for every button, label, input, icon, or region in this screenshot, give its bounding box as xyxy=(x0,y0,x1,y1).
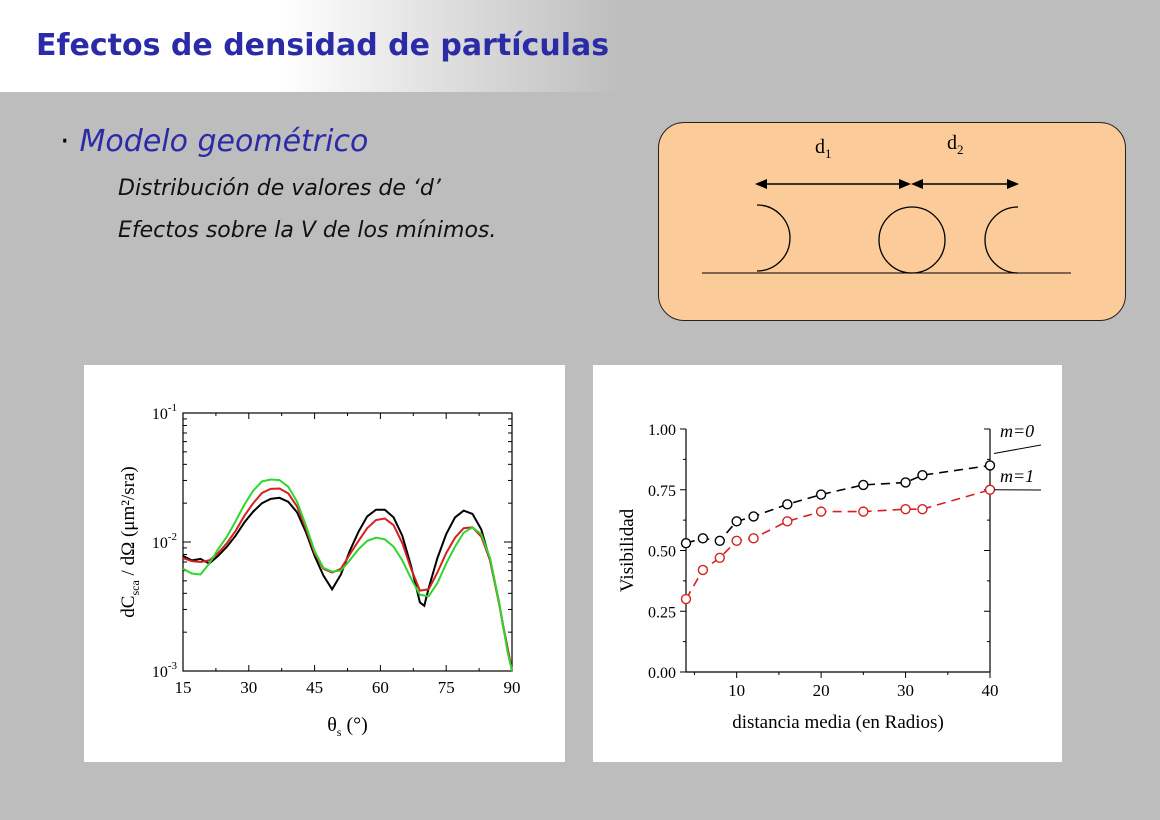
y-tick-label: 10-1 xyxy=(152,402,177,423)
arrowhead-d2-right xyxy=(1007,179,1019,189)
y-tick-label: 0.75 xyxy=(648,483,676,500)
bullet-dot: · xyxy=(60,124,70,159)
data-point-m=0 xyxy=(782,499,793,510)
annotation-arrow-m=0 xyxy=(993,444,1042,454)
bullet-text: Modelo geométrico xyxy=(79,124,369,159)
x-tick-label: 20 xyxy=(813,681,830,700)
series-line-m=0 xyxy=(685,464,991,544)
data-point-m=1 xyxy=(815,506,827,517)
data-point-m=1 xyxy=(858,506,869,517)
y-tick-label: 10-3 xyxy=(152,660,178,681)
y-axis-label: dCsca / dΩ (μm²/sra) xyxy=(118,466,142,617)
y-axis-label: Visibilidad xyxy=(617,508,638,592)
series-annotation-m=0: m=0 xyxy=(1000,421,1034,441)
data-point-m=0 xyxy=(917,469,928,481)
data-point-m=1 xyxy=(917,503,928,515)
data-point-m=0 xyxy=(858,479,869,491)
subline-effects: Efectos sobre la V de los mínimos. xyxy=(118,218,497,243)
y-tick-label: 0.25 xyxy=(648,604,676,621)
x-tick-label: 60 xyxy=(372,678,389,697)
arrowhead-d1-right xyxy=(899,179,911,189)
data-point-m=1 xyxy=(714,552,725,563)
series-line-m=1 xyxy=(685,489,991,600)
data-point-m=1 xyxy=(680,593,692,605)
y-tick-label: 1.00 xyxy=(648,422,676,439)
bullet-heading: · Modelo geométrico xyxy=(60,124,368,159)
chart-visibility: 10 20 30 40 0.00 0.25 0.50 0.75 1.00 m=0 m=1 distan… xyxy=(617,421,1042,733)
data-point-m=0 xyxy=(748,511,759,522)
series-line-0 xyxy=(182,496,513,672)
data-point-m=1 xyxy=(782,516,793,527)
half-particle-left xyxy=(756,204,791,272)
x-tick-label: 40 xyxy=(982,681,999,700)
y-tick-label: 0.50 xyxy=(648,544,676,561)
d2-label: d2 xyxy=(947,132,964,157)
diagram-svg: d1 d2 xyxy=(702,132,1071,274)
y-tick-label: 0.00 xyxy=(648,665,676,682)
arrowhead-d1-left xyxy=(755,179,767,189)
x-tick-label: 30 xyxy=(897,681,914,700)
data-point-m=0 xyxy=(731,516,742,527)
x-tick-label: 75 xyxy=(438,678,455,697)
data-point-m=1 xyxy=(748,533,759,544)
data-point-m=0 xyxy=(714,535,725,546)
data-point-m=0 xyxy=(984,460,996,471)
data-point-m=1 xyxy=(984,484,996,495)
chart-scattering: 15 30 45 60 75 90 10-3 10-2 10-1 θs (°) dCsca / dΩ… xyxy=(118,402,521,739)
series-line-2 xyxy=(182,478,513,672)
data-point-m=1 xyxy=(697,564,709,576)
x-tick-label: 30 xyxy=(240,678,257,697)
series-line-1 xyxy=(182,487,513,672)
x-tick-label: 15 xyxy=(175,678,192,697)
geometry-diagram: d1 d2 xyxy=(658,122,1126,321)
x-axis-label: distancia media (en Radios) xyxy=(732,712,944,733)
d1-label: d1 xyxy=(815,136,832,161)
x-tick-label: 90 xyxy=(504,678,521,697)
data-point-m=1 xyxy=(731,535,742,546)
data-point-m=0 xyxy=(815,489,827,500)
y-tick-label: 10-2 xyxy=(152,531,177,552)
slide-title: Efectos de densidad de partículas xyxy=(36,28,610,63)
x-tick-label: 10 xyxy=(728,681,745,700)
subline-distribution: Distribución de valores de ‘d’ xyxy=(118,176,441,201)
x-axis-label: θs (°) xyxy=(327,714,368,739)
data-point-m=1 xyxy=(900,503,911,515)
chart-visibility-panel: 10 20 30 40 0.00 0.25 0.50 0.75 1.00 m=0 m=1 distan… xyxy=(593,365,1062,762)
arrowhead-d2-left xyxy=(911,179,923,189)
particle-center xyxy=(878,206,946,274)
half-particle-right xyxy=(984,206,1019,274)
chart-scattering-panel: 15 30 45 60 75 90 10-3 10-2 10-1 θs (°) dCsca / dΩ… xyxy=(84,365,565,762)
title-band xyxy=(0,0,620,92)
data-point-m=0 xyxy=(697,533,709,544)
data-point-m=0 xyxy=(900,477,911,488)
data-point-m=0 xyxy=(680,538,692,549)
x-tick-label: 45 xyxy=(306,678,323,697)
series-annotation-m=1: m=1 xyxy=(1000,466,1034,486)
plot-frame xyxy=(182,412,513,672)
